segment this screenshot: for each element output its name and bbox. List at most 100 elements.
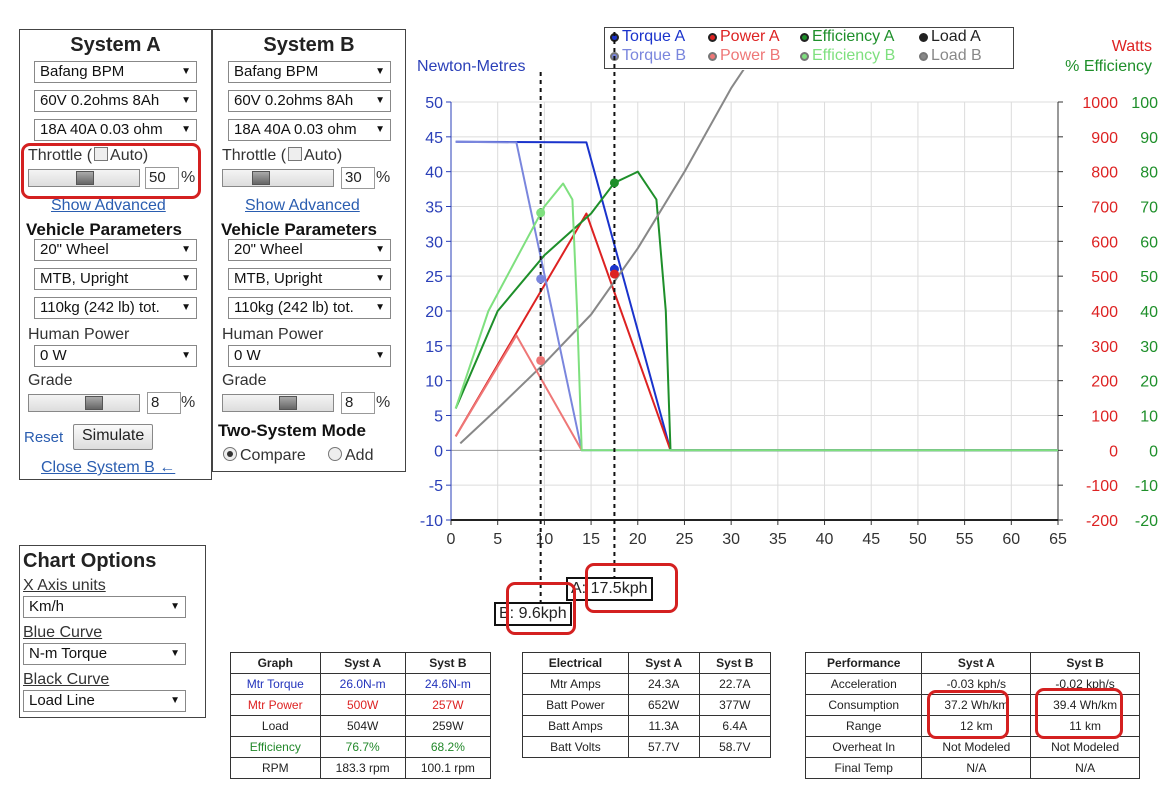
column-header: Syst B [698, 652, 772, 674]
highlight-throttle-a [21, 143, 201, 199]
simulate-button[interactable]: Simulate [73, 424, 154, 450]
row-label: RPM [230, 757, 321, 779]
highlight-speed-a [585, 563, 678, 613]
compare-radio-row[interactable]: Compare [223, 447, 306, 465]
grade-slider-a[interactable] [28, 394, 140, 412]
x-tick-label: 0 [447, 531, 456, 548]
x-tick-label: 65 [1049, 531, 1067, 548]
table-row: Mtr Power 500W 257W [230, 694, 492, 716]
compare-radio[interactable] [223, 447, 237, 461]
throttle-slider-b[interactable] [222, 169, 334, 187]
blue-curve-select[interactable]: N-m Torque ▼ [23, 643, 186, 665]
add-radio[interactable] [328, 447, 342, 461]
close-system-b-link[interactable]: Close System B ← [41, 459, 176, 476]
chevron-down-icon: ▼ [181, 66, 191, 77]
chart-cursors [539, 32, 616, 604]
frame-select-b[interactable]: MTB, Upright ▼ [228, 268, 391, 290]
legend-load-a[interactable]: Load A [919, 28, 981, 46]
syst-a-value: 76.7% [319, 736, 406, 758]
percent-label: % [376, 394, 391, 411]
y-tick-label-efficiency: 10 [1140, 409, 1158, 426]
x-tick-label: 40 [816, 531, 834, 548]
throttle-label-b: Throttle (Auto) [222, 147, 343, 164]
throttle-input-a[interactable]: 50 [145, 167, 179, 189]
x-tick-label: 30 [722, 531, 740, 548]
weight-select-a[interactable]: 110kg (242 lb) tot. ▼ [34, 297, 197, 319]
table-row: RPM 183.3 rpm 100.1 rpm [230, 757, 492, 779]
row-label: Batt Power [522, 694, 629, 716]
chevron-down-icon: ▼ [181, 124, 191, 135]
legend-power-b[interactable]: Power B [708, 47, 780, 65]
legend-dot-icon [919, 52, 928, 61]
table-row: Batt Power 652W 377W [522, 694, 772, 716]
legend-dot-icon [800, 33, 809, 42]
y-tick-label-nm: 30 [425, 234, 443, 251]
legend-efficiency-a[interactable]: Efficiency A [800, 28, 894, 46]
black-curve-select[interactable]: Load Line ▼ [23, 690, 186, 712]
legend-efficiency-b[interactable]: Efficiency B [800, 47, 895, 65]
chart-options-title: Chart Options [23, 550, 157, 572]
controller-select-b[interactable]: 18A 40A 0.03 ohm ▼ [228, 119, 391, 141]
controller-select-a[interactable]: 18A 40A 0.03 ohm ▼ [34, 119, 197, 141]
grade-input-b[interactable]: 8 [341, 392, 375, 414]
x-tick-label: 20 [629, 531, 647, 548]
legend-load-b[interactable]: Load B [919, 47, 982, 65]
x-tick-label: 10 [535, 531, 553, 548]
auto-checkbox-a[interactable] [94, 147, 109, 161]
chevron-down-icon: ▼ [181, 273, 191, 284]
human-power-select-a[interactable]: 0 W ▼ [34, 345, 197, 367]
syst-a-value: 652W [627, 694, 700, 716]
auto-checkbox-b[interactable] [288, 147, 303, 161]
y-tick-label-watts: 0 [1109, 443, 1118, 460]
battery-select-b[interactable]: 60V 0.2ohms 8Ah ▼ [228, 90, 391, 112]
percent-label: % [181, 394, 196, 411]
y-tick-label-efficiency: 100 [1131, 95, 1158, 112]
y-tick-label-watts: 700 [1091, 200, 1118, 217]
table-header-row: Performance Syst A Syst B [804, 652, 1140, 674]
column-header: Syst A [921, 652, 1032, 674]
syst-b-value: 58.7V [698, 736, 772, 758]
y-tick-label-nm: 40 [425, 165, 443, 182]
curve-power-a [454, 212, 1058, 452]
y-tick-label-efficiency: -10 [1135, 478, 1158, 495]
slider-handle[interactable] [279, 396, 297, 410]
syst-a-value: Not Modeled [921, 736, 1032, 758]
weight-select-b[interactable]: 110kg (242 lb) tot. ▼ [228, 297, 391, 319]
motor-select-a[interactable]: Bafang BPM ▼ [34, 61, 197, 83]
slider-handle[interactable] [85, 396, 103, 410]
y-tick-label-efficiency: 40 [1140, 304, 1158, 321]
frame-select-a[interactable]: MTB, Upright ▼ [34, 268, 197, 290]
slider-handle[interactable] [252, 171, 270, 185]
grade-input-a[interactable]: 8 [147, 392, 181, 414]
row-label: Batt Volts [522, 736, 629, 758]
motor-select-b[interactable]: Bafang BPM ▼ [228, 61, 391, 83]
wheel-select-a[interactable]: 20" Wheel ▼ [34, 239, 197, 261]
syst-a-value: -0.03 kph/s [921, 673, 1032, 695]
throttle-input-b[interactable]: 30 [341, 167, 375, 189]
add-radio-row[interactable]: Add [328, 447, 373, 465]
wheel-select-b[interactable]: 20" Wheel ▼ [228, 239, 391, 261]
x-axis-units-select[interactable]: Km/h ▼ [23, 596, 186, 618]
throttle-slider-a[interactable] [28, 169, 140, 187]
legend-dot-icon [610, 33, 619, 42]
show-advanced-link-a[interactable]: Show Advanced [51, 197, 166, 214]
percent-label: % [181, 169, 196, 186]
y-tick-label-nm: -5 [429, 478, 443, 495]
legend-torque-b[interactable]: Torque B [610, 47, 686, 65]
y-tick-label-watts: 600 [1091, 234, 1118, 251]
syst-b-value: 259W [404, 715, 492, 737]
cursor-a-label: A: 17.5kph [566, 577, 653, 601]
grade-slider-b[interactable] [222, 394, 334, 412]
human-power-select-b[interactable]: 0 W ▼ [228, 345, 391, 367]
battery-select-a[interactable]: 60V 0.2ohms 8Ah ▼ [34, 90, 197, 112]
slider-handle[interactable] [76, 171, 94, 185]
row-label: Load [230, 715, 321, 737]
reset-link[interactable]: Reset [24, 429, 64, 446]
curve-efficiency-b [454, 182, 1058, 452]
legend-power-a[interactable]: Power A [708, 28, 780, 46]
row-label: Acceleration [804, 673, 923, 695]
legend-torque-a[interactable]: Torque A [610, 28, 685, 46]
y-tick-label-watts: 800 [1091, 165, 1118, 182]
show-advanced-link-b[interactable]: Show Advanced [245, 197, 360, 214]
y-tick-label-nm: 0 [434, 443, 443, 460]
